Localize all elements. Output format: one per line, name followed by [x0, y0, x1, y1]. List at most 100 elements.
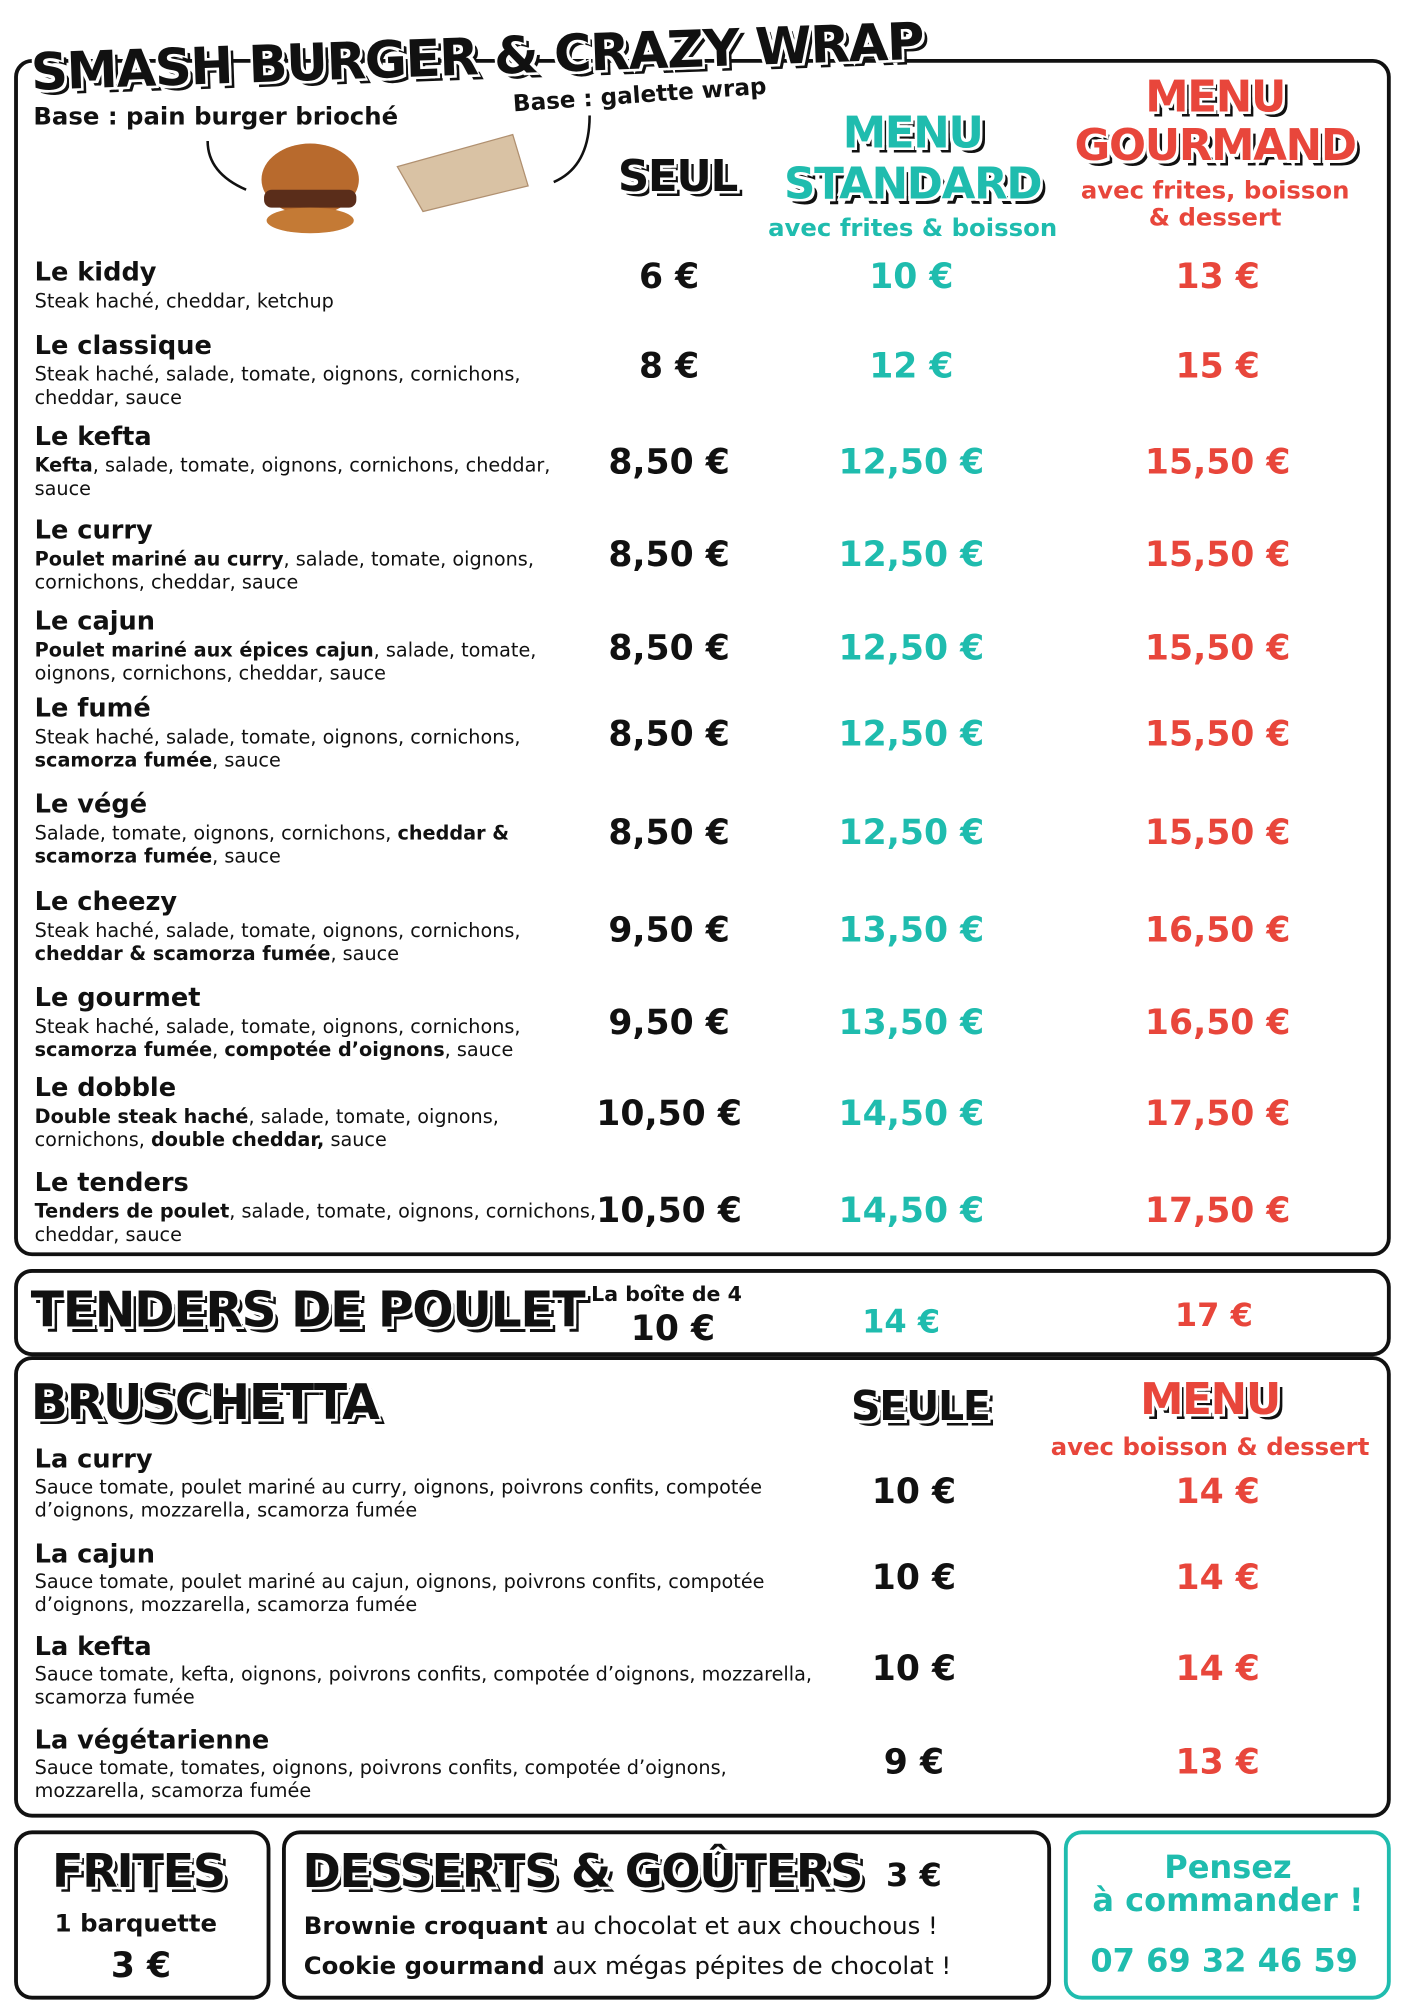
text-segment: , salade, tomate, oignons, cornichons,: [34, 1104, 499, 1152]
price-menu: 14 €: [1175, 1558, 1260, 1598]
col-gourmand: GOURMAND: [1074, 120, 1358, 172]
col-gourmand: MENU: [1145, 71, 1286, 124]
dessert-line: Cookie gourmand aux mégas pépites de cho…: [304, 1952, 951, 1980]
text-segment: Poulet mariné aux épices cajun: [34, 638, 374, 662]
item-name: Le kiddy: [34, 256, 157, 288]
item-name: La cajun: [34, 1538, 155, 1569]
bruschetta-box: [14, 1356, 1391, 1818]
col-menu-note: avec boisson & dessert: [1050, 1433, 1370, 1462]
burger-bun: [266, 207, 354, 234]
item-name: La curry: [34, 1443, 153, 1475]
price-seul: 8,50 €: [608, 628, 730, 669]
frites-box: [14, 1830, 271, 2000]
illustrations: [206, 115, 591, 234]
text-segment: , sauce: [444, 1038, 514, 1062]
price-seul: 9,50 €: [608, 910, 730, 951]
col-standard: STANDARD: [783, 158, 1043, 211]
price-gourmand: 13 €: [1175, 257, 1260, 297]
price-gourmand: 16,50 €: [1144, 910, 1291, 951]
text-segment: Steak haché, cheddar, ketchup: [34, 289, 334, 313]
arrow: [553, 115, 591, 184]
price-seul: 6 €: [638, 257, 700, 297]
price-seul: 8,50 €: [608, 535, 730, 575]
text-segment: Steak haché, salade, tomate, oignons, co…: [34, 919, 521, 943]
frites-price: 3 €: [110, 1946, 172, 1987]
price-seul: 9,50 €: [608, 1003, 730, 1043]
col-seule: SEULE: [851, 1381, 991, 1431]
desserts-title: DESSERTS & GOÛTERS: [302, 1845, 864, 1899]
price-gourmand: 17,50 €: [1144, 1094, 1291, 1134]
price-seul: 8,50 €: [608, 442, 730, 483]
burger-box: [14, 58, 1391, 1257]
item-description: Kefta, salade, tomate, oignons, cornicho…: [35, 454, 599, 500]
item-name: Le végé: [34, 788, 148, 820]
price-gourmand: 16,50 €: [1144, 1003, 1291, 1043]
text-segment: Poulet mariné au curry: [34, 547, 284, 571]
price-standard: 14,50 €: [838, 1191, 985, 1232]
text-segment: sauce: [324, 1127, 387, 1152]
text-segment: , sauce: [212, 844, 281, 868]
wrap-image: [396, 133, 529, 213]
price-standard: 12,50 €: [838, 813, 985, 854]
item-description: Poulet mariné aux épices cajun, salade, …: [35, 638, 599, 684]
item-description: Tenders de poulet, salade, tomate, oigno…: [35, 1200, 599, 1246]
price-standard: 14,50 €: [838, 1094, 985, 1134]
item-description: Steak haché, salade, tomate, oignons, co…: [35, 725, 599, 771]
price-standard: 12,50 €: [838, 628, 985, 669]
text-segment: aux mégas pépites de chocolat !: [544, 1952, 952, 1981]
item-name: Le cajun: [34, 605, 156, 636]
price-seule: 10 €: [871, 1649, 957, 1689]
text-segment: , salade, tomate, oignons, cornichons, c…: [34, 453, 551, 500]
text-segment: , salade, tomate, oignons, cornichons, c…: [34, 547, 534, 594]
text-segment: Salade, tomate, oignons, cornichons,: [34, 821, 398, 845]
item-description: Sauce tomate, poulet mariné au curry, oi…: [34, 1475, 763, 1522]
item-description: Sauce tomate, poulet mariné au cajun, oi…: [34, 1570, 765, 1617]
price-gourmand: 15 €: [1175, 346, 1260, 387]
col-menu: MENU: [1140, 1374, 1281, 1426]
price-gourmand: 15,50 €: [1144, 714, 1291, 755]
item-name: Le dobble: [34, 1071, 177, 1103]
contact-line: à commander !: [1092, 1881, 1364, 1919]
item-description: Steak haché, salade, tomate, oignons, co…: [35, 363, 599, 409]
text-segment: au chocolat et aux chouchous !: [547, 1912, 938, 1941]
desserts-box: [281, 1830, 1052, 2000]
item-name: La végétarienne: [34, 1724, 270, 1755]
text-segment: cheddar & scamorza fumée: [34, 942, 331, 966]
price-standard: 13,50 €: [838, 1003, 985, 1043]
text-segment: Steak haché, salade, tomate, oignons, co…: [34, 362, 521, 409]
price-standard: 13,50 €: [838, 910, 985, 951]
price-gourmand: 17 €: [1174, 1296, 1253, 1334]
price-gourmand: 15,50 €: [1144, 442, 1291, 483]
text-segment: compotée d’oignons: [224, 1038, 445, 1062]
bruschetta-title: BRUSCHETTA: [30, 1374, 380, 1431]
tenders-note: La boîte de 4: [591, 1281, 742, 1307]
arrow: [206, 140, 247, 191]
tenders-box: [14, 1268, 1391, 1357]
item-name: La kefta: [34, 1630, 152, 1662]
price-seule: 9 €: [883, 1742, 945, 1783]
price-gourmand: 17,50 €: [1144, 1191, 1291, 1232]
price-seul: 8 €: [638, 346, 700, 387]
text-segment: scamorza fumée: [34, 748, 213, 772]
text-segment: , sauce: [212, 748, 281, 772]
price-gourmand: 15,50 €: [1144, 535, 1291, 575]
text-segment: Steak haché, salade, tomate, oignons, co…: [34, 725, 521, 749]
text-segment: ,: [212, 1038, 225, 1062]
price-seul: 10,50 €: [596, 1191, 742, 1232]
text-segment: , sauce: [330, 942, 400, 966]
text-segment: Tenders de poulet: [34, 1199, 230, 1223]
item-name: Le kefta: [34, 420, 152, 452]
item-name: Le classique: [34, 329, 212, 361]
col-standard: MENU: [842, 107, 984, 159]
burger-patty: [264, 189, 357, 208]
price-gourmand: 15,50 €: [1144, 813, 1291, 854]
item-description: Salade, tomate, oignons, cornichons, che…: [35, 822, 599, 868]
text-segment: cheddar & scamorza fumée: [34, 821, 510, 868]
text-segment: Brownie croquant: [303, 1912, 548, 1941]
text-segment: Double steak haché: [34, 1104, 249, 1128]
price-seul: 10,50 €: [596, 1094, 742, 1134]
price-standard: 12,50 €: [838, 442, 985, 483]
price-seul: 8,50 €: [608, 813, 730, 854]
item-description: Steak haché, cheddar, ketchup: [35, 290, 599, 313]
